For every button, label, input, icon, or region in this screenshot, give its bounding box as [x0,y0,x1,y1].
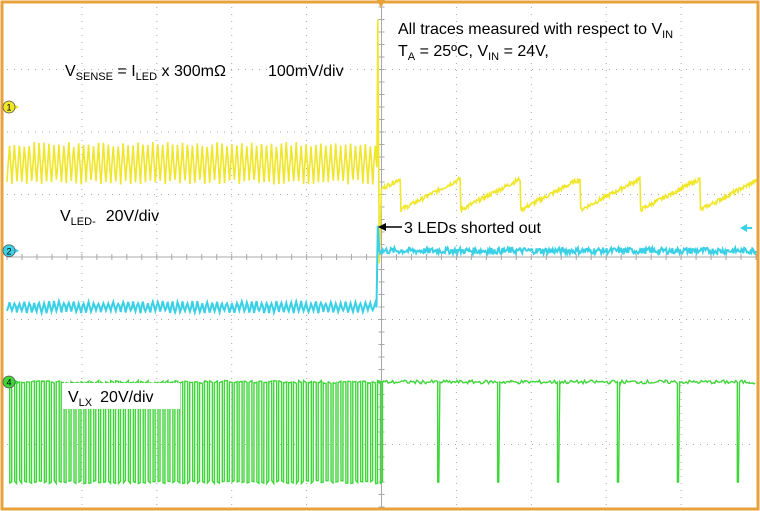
vlx-label: VLX 20V/div [68,389,154,409]
traces [6,19,757,486]
vlx-label-background [62,383,180,409]
marker-circle [2,244,16,258]
conditions-note: TA = 25ºC, VIN = 24V, [398,43,549,63]
ch4-marker: 4 [2,375,19,389]
trigger-position-marker [377,0,385,8]
vsense-scale-label: 100mV/div [268,63,344,80]
annotation-arrow-head [378,223,386,231]
vled-label: VLED- 20V/div [60,208,159,228]
channel-markers: 1 2 4 [2,100,19,389]
marker-circle [2,375,16,389]
ch2-vled-trace [6,225,757,317]
vsense-label: VSENSE = ILED x 300mΩ [65,63,226,83]
graticule [6,6,757,508]
shorted-annotation: 3 LEDs shorted out [378,220,542,237]
marker-number: 1 [6,103,11,113]
marker-number: 4 [6,378,11,388]
annotation-text: 3 LEDs shorted out [404,220,542,237]
measurement-note: All traces measured with respect to VIN [398,21,673,41]
marker-number: 2 [6,246,11,256]
ch1-vsense-trace [6,19,757,264]
ch2-offscreen-marker [740,224,747,232]
ch2-marker: 2 [2,244,19,258]
marker-circle [2,100,16,114]
ch4-vlx-trace [6,378,756,486]
ch1-marker: 1 [2,100,19,114]
